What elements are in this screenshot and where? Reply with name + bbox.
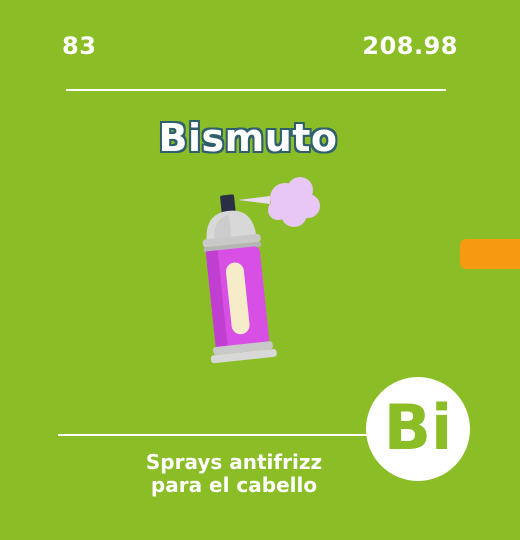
side-tab[interactable]	[460, 239, 520, 269]
bottom-divider	[58, 434, 378, 436]
use-line-2: para el cabello	[150, 473, 318, 497]
element-symbol: Bi	[383, 391, 453, 464]
element-name: Bismuto	[158, 116, 338, 160]
use-line-1: Sprays antifrizz	[145, 450, 323, 474]
hair-spray-can-icon	[202, 177, 320, 364]
spray-mist-icon	[268, 177, 320, 227]
element-symbol-badge: Bi	[366, 377, 470, 481]
atomic-mass: 208.98	[362, 32, 458, 60]
atomic-number: 83	[62, 32, 97, 60]
element-use-caption: Sprays antifrizz para el cabello	[100, 451, 368, 497]
top-divider	[66, 89, 446, 91]
